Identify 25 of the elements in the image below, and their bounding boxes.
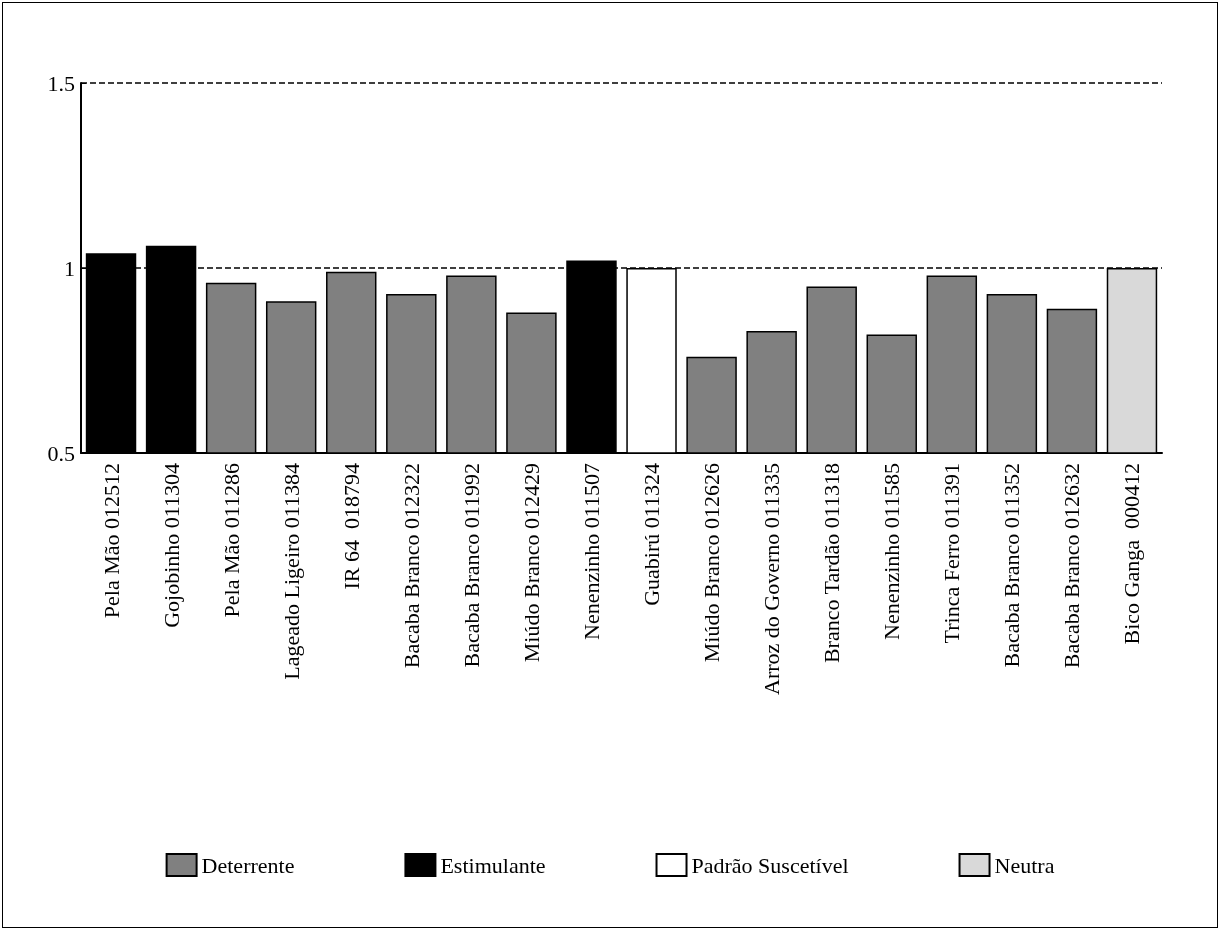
legend-label: Estimulante <box>440 852 546 878</box>
y-tick-label: 1 <box>64 255 75 281</box>
x-tick-label: Branco Tardão 011318 <box>819 463 845 664</box>
legend-label: Padrão Suscetível <box>691 852 849 878</box>
x-tick-label: Lageado Ligeiro 011384 <box>278 463 304 680</box>
x-tick-label: Gojobinho 011304 <box>158 463 184 628</box>
x-tick-label: Trinca Ferro 011391 <box>939 463 965 644</box>
x-tick-label: Arroz do Governo 011335 <box>759 463 785 695</box>
x-tick-label: Bico Ganga 000412 <box>1119 463 1145 645</box>
y-tick-label: 1.5 <box>47 70 75 96</box>
x-tick-label: Pela Mão 012512 <box>98 463 124 619</box>
x-tick-label: Bacaba Branco 012632 <box>1059 463 1085 669</box>
x-tick-label: Bacaba Branco 012322 <box>398 463 424 669</box>
y-tick-label: 0.5 <box>47 440 75 466</box>
x-tick-label: Bacaba Branco 011992 <box>458 463 484 668</box>
x-tick-label: Bacaba Branco 011352 <box>999 463 1025 668</box>
x-tick-label: Miúdo Branco 012626 <box>699 463 725 663</box>
x-tick-label: Miúdo Branco 012429 <box>518 463 544 663</box>
x-tick-label: Pela Mão 011286 <box>218 463 244 618</box>
x-tick-label: Nenenzinho 011585 <box>879 463 905 640</box>
legend-label: Deterrente <box>201 852 295 878</box>
x-tick-label: Guabirú 011324 <box>639 463 665 606</box>
legend-label: Neutra <box>994 852 1055 878</box>
x-tick-label: Nenenzinho 011507 <box>578 463 604 640</box>
x-tick-label: IR 64 018794 <box>338 463 364 590</box>
